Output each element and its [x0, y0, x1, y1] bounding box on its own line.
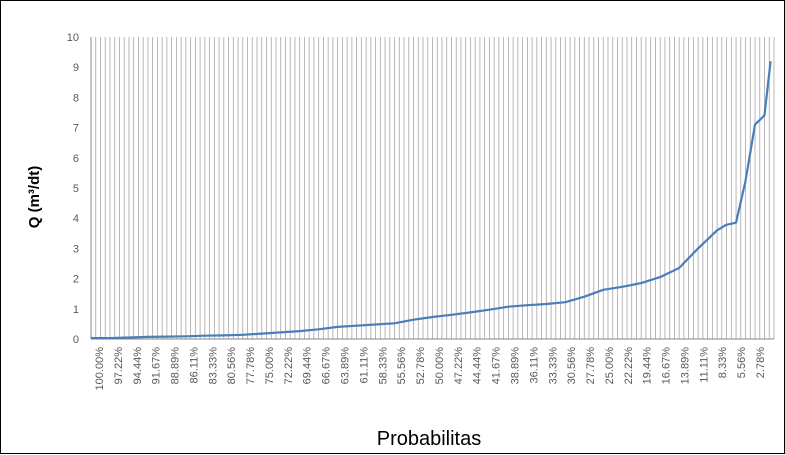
y-tick-label: 0 — [73, 334, 79, 346]
x-tick-label: 58.33% — [377, 347, 389, 385]
y-tick-label: 9 — [73, 62, 79, 74]
x-tick-label: 50.00% — [434, 347, 446, 385]
y-tick-label: 1 — [73, 304, 79, 316]
series-line — [91, 61, 772, 340]
x-tick-label: 47.22% — [453, 347, 465, 385]
x-tick-label: 13.89% — [679, 347, 691, 385]
x-tick-label: 27.78% — [585, 347, 597, 385]
x-axis-title: Probabilitas — [377, 428, 482, 450]
x-tick-label: 72.22% — [283, 347, 295, 385]
x-tick-label: 55.56% — [396, 347, 408, 385]
x-tick-label: 11.11% — [698, 347, 710, 383]
y-axis-title: Q (m³/dt) — [26, 166, 43, 228]
y-tick-label: 4 — [73, 213, 79, 225]
x-tick-label: 94.44% — [132, 347, 144, 385]
x-tick-label: 63.89% — [340, 347, 352, 385]
x-tick-label: 8.33% — [717, 347, 729, 378]
x-tick-label: 88.89% — [170, 347, 182, 385]
x-tick-label: 83.33% — [207, 347, 219, 385]
x-tick-label: 22.22% — [623, 347, 635, 385]
x-tick-label: 77.78% — [245, 347, 257, 385]
x-tick-label: 38.89% — [509, 347, 521, 385]
y-tick-label: 8 — [73, 92, 79, 104]
y-tick-labels: 0 1 2 3 4 5 6 7 8 9 10 — [67, 32, 79, 346]
x-tick-label: 97.22% — [113, 347, 125, 385]
x-tick-label: 25.00% — [604, 347, 616, 385]
x-tick-label: 41.67% — [491, 347, 503, 385]
x-tick-label: 30.56% — [566, 347, 578, 385]
axes — [90, 37, 774, 340]
y-tick-label: 7 — [73, 123, 79, 135]
x-tick-label: 5.56% — [736, 347, 748, 378]
x-tick-label: 19.44% — [642, 347, 654, 385]
x-tick-label: 2.78% — [755, 347, 767, 378]
x-tick-label: 75.00% — [264, 347, 276, 385]
y-tick-label: 6 — [73, 153, 79, 165]
x-tick-label: 66.67% — [321, 347, 333, 385]
series — [91, 61, 772, 340]
x-tick-label: 61.11% — [358, 347, 370, 384]
x-tick-label: 69.44% — [302, 347, 314, 385]
x-tick-label: 91.67% — [151, 347, 163, 385]
y-tick-label: 2 — [73, 274, 79, 286]
x-tick-label: 36.11% — [528, 347, 540, 384]
x-tick-label: 100.00% — [94, 347, 106, 391]
x-tick-labels: 100.00% 97.22% 94.44% 91.67% 88.89% 86.11% 83.… — [94, 347, 767, 391]
grid-lines — [90, 37, 775, 339]
x-tick-label: 16.67% — [661, 347, 673, 385]
y-tick-label: 3 — [73, 243, 79, 255]
y-tick-label: 5 — [73, 183, 79, 195]
y-tick-label: 10 — [67, 32, 79, 44]
x-tick-label: 86.11% — [188, 347, 200, 384]
x-tick-label: 44.44% — [472, 347, 484, 385]
x-tick-label: 33.33% — [547, 347, 559, 385]
x-tick-label: 52.78% — [415, 347, 427, 385]
x-tick-label: 80.56% — [226, 347, 238, 385]
